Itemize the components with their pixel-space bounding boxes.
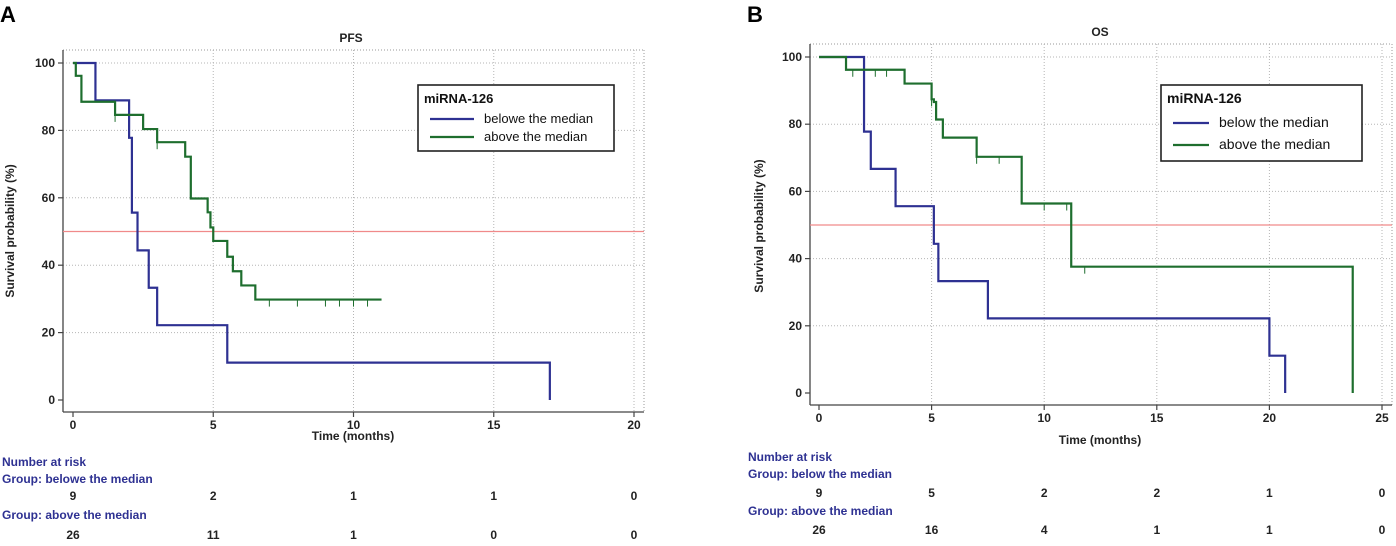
risk-table-header: Number at risk [748,450,832,464]
survival-curve-below-median [73,61,551,400]
risk-count: 0 [631,528,638,541]
risk-count: 26 [66,528,80,541]
x-tick-label: 20 [1263,411,1277,425]
legend-entry: above the median [484,129,587,144]
legend-entry: below the median [1219,114,1329,130]
x-tick-label: 0 [70,418,77,432]
y-tick-label: 100 [782,50,802,64]
risk-group-label: Group: above the median [2,508,147,522]
y-axis-label: Survival probability (%) [3,164,17,297]
legend-entry: above the median [1219,136,1330,152]
risk-count: 1 [1266,486,1273,500]
x-tick-label: 10 [1038,411,1052,425]
risk-count: 0 [490,528,497,541]
y-tick-label: 0 [795,386,802,400]
risk-count: 1 [490,489,497,503]
y-axis-label: Survival probability (%) [752,159,766,292]
y-tick-label: 40 [789,252,803,266]
risk-count: 2 [1153,486,1160,500]
risk-count: 0 [1379,523,1386,537]
y-tick-label: 60 [789,184,803,198]
y-tick-label: 60 [42,191,56,205]
risk-count: 1 [350,489,357,503]
risk-count: 1 [350,528,357,541]
x-tick-label: 25 [1375,411,1389,425]
y-tick-label: 0 [48,393,55,407]
risk-count: 4 [1041,523,1048,537]
panel-label-b: B [747,2,763,27]
risk-count: 16 [925,523,939,537]
risk-count: 2 [1041,486,1048,500]
risk-count: 11 [207,528,220,541]
x-axis-label: Time (months) [1059,433,1141,447]
risk-count: 5 [928,486,935,500]
x-tick-label: 5 [928,411,935,425]
risk-count: 9 [816,486,823,500]
legend-entry: belowe the median [484,111,593,126]
risk-group-label: Group: belowe the median [2,472,153,486]
risk-count: 1 [1153,523,1160,537]
risk-group-label: Group: above the median [748,504,893,518]
chart-title-os: OS [1091,25,1108,39]
risk-table-header: Number at risk [2,455,86,469]
survival-curve-above-median [73,61,382,301]
risk-count: 2 [210,489,217,503]
survival-curve-below-median [819,55,1287,393]
y-tick-label: 80 [42,123,56,137]
y-tick-label: 20 [789,319,803,333]
x-tick-label: 5 [210,418,217,432]
panel-label-a: A [0,2,16,27]
x-tick-label: 15 [1150,411,1164,425]
risk-count: 0 [1379,486,1386,500]
chart-title-pfs: PFS [339,31,362,45]
x-axis-label: Time (months) [312,429,394,443]
legend-title: miRNA-126 [1167,90,1242,106]
y-tick-label: 100 [35,56,55,70]
risk-count: 0 [631,489,638,503]
risk-count: 9 [70,489,77,503]
y-tick-label: 20 [42,326,56,340]
x-tick-label: 15 [487,418,501,432]
risk-count: 1 [1266,523,1273,537]
risk-group-label: Group: below the median [748,467,892,481]
y-tick-label: 40 [42,258,56,272]
risk-count: 26 [812,523,826,537]
legend-title: miRNA-126 [424,91,493,106]
x-tick-label: 20 [627,418,641,432]
x-tick-label: 10 [347,418,361,432]
x-tick-label: 0 [816,411,823,425]
y-tick-label: 80 [789,117,803,131]
survival-curve-above-median [819,55,1354,393]
